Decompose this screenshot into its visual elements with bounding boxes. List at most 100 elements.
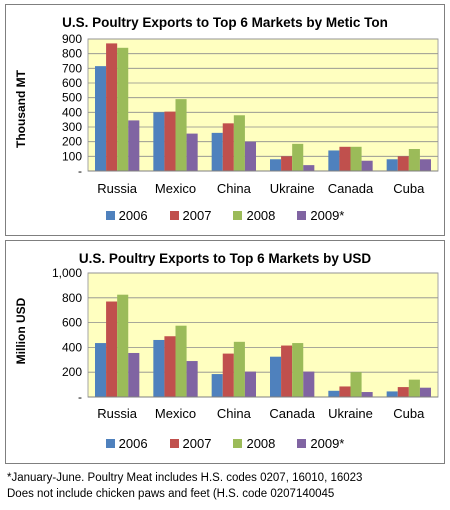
y-tick-label: 400 <box>62 105 82 119</box>
footnote-line-2: Does not include chicken paws and feet (… <box>7 488 335 500</box>
bar-canada-2008 <box>350 146 362 171</box>
legend-item: 2009* <box>297 436 344 451</box>
legend-swatch <box>233 211 243 220</box>
bar-china-2009 <box>244 371 256 397</box>
x-category-label: China <box>217 406 252 421</box>
y-tick-label: 200 <box>62 135 82 149</box>
legend-item: 2006 <box>105 208 148 223</box>
footnote-line-1: *January-June. Poultry Meat includes H.S… <box>7 472 363 484</box>
chart-title: U.S. Poultry Exports to Top 6 Markets by… <box>62 15 388 30</box>
bar-china-2009 <box>244 141 256 171</box>
bar-mexico-2006 <box>153 339 165 397</box>
bar-canada-2009 <box>361 160 373 171</box>
bar-mexico-2007 <box>164 111 176 171</box>
y-tick-label: 500 <box>62 91 82 105</box>
bar-ukraine-2009 <box>303 165 315 171</box>
bar-ukraine-2006 <box>328 390 340 397</box>
bar-cuba-2008 <box>408 149 420 171</box>
legend-swatch <box>233 439 243 448</box>
legend-item: 2008 <box>233 436 275 451</box>
x-category-label: Mexico <box>155 181 196 196</box>
legend-label: 2009* <box>310 436 345 451</box>
bar-china-2008 <box>233 115 245 171</box>
x-category-label: Cuba <box>393 181 425 196</box>
legend: 2006 2007 2008 2009* <box>6 208 444 223</box>
legend-swatch <box>297 211 307 220</box>
bar-mexico-2008 <box>175 99 187 171</box>
bar-russia-2006 <box>95 343 107 397</box>
legend-swatch <box>169 439 179 448</box>
chart-panel-metric-tons: U.S. Poultry Exports to Top 6 Markets by… <box>5 4 445 236</box>
bar-china-2007 <box>222 353 234 397</box>
legend-item: 2008 <box>233 208 275 223</box>
bar-canada-2009 <box>303 371 315 397</box>
bar-cuba-2009 <box>419 387 431 397</box>
legend-swatch <box>169 211 179 220</box>
bar-mexico-2008 <box>175 325 187 397</box>
bar-russia-2007 <box>106 301 118 397</box>
legend-label: 2009* <box>310 208 345 223</box>
legend-label: 2008 <box>246 436 276 451</box>
x-category-label: China <box>217 181 252 196</box>
bar-cuba-2009 <box>419 159 431 171</box>
bar-mexico-2006 <box>153 112 165 171</box>
bar-cuba-2006 <box>386 159 398 171</box>
bar-canada-2008 <box>292 343 304 397</box>
legend-item: 2007 <box>169 436 212 451</box>
x-category-label: Mexico <box>155 406 196 421</box>
bar-russia-2008 <box>117 294 129 397</box>
bar-russia-2009 <box>128 120 140 171</box>
chart-title: U.S. Poultry Exports to Top 6 Markets by… <box>78 251 372 266</box>
bar-china-2006 <box>211 374 223 397</box>
bar-ukraine-2008 <box>350 372 362 397</box>
bar-chart-usd: - 200 400 600 800 1,000 Russia Mexico China Canad… <box>52 266 439 421</box>
legend-swatch <box>105 439 115 448</box>
bar-canada-2007 <box>281 345 293 397</box>
chart-panel-usd: U.S. Poultry Exports to Top 6 Markets by… <box>5 240 445 464</box>
y-tick-label: 300 <box>62 120 82 134</box>
y-tick-label: - <box>78 390 82 404</box>
legend-swatch <box>297 439 307 448</box>
legend-item: 2009* <box>297 208 344 223</box>
bar-mexico-2009 <box>186 361 198 397</box>
bar-cuba-2008 <box>408 379 420 397</box>
y-tick-label: 600 <box>62 316 82 330</box>
plot-area <box>87 38 439 172</box>
bar-cuba-2007 <box>397 387 409 397</box>
legend-swatch <box>105 211 115 220</box>
bar-cuba-2007 <box>397 156 409 171</box>
x-category-label: Russia <box>97 181 138 196</box>
y-tick-label: 800 <box>62 47 82 61</box>
y-tick-label: 700 <box>62 61 82 75</box>
bar-russia-2007 <box>106 43 118 171</box>
bar-canada-2006 <box>328 150 340 171</box>
bar-russia-2006 <box>95 66 107 171</box>
y-tick-label: 900 <box>62 32 82 46</box>
bar-ukraine-2006 <box>270 159 282 171</box>
legend-item: 2007 <box>169 208 211 223</box>
y-tick-label: 600 <box>62 76 82 90</box>
bar-russia-2008 <box>117 47 129 171</box>
y-tick-label: 800 <box>62 291 82 305</box>
legend-label: 2006 <box>118 436 148 451</box>
bar-ukraine-2007 <box>339 386 351 397</box>
x-category-label: Canada <box>328 181 374 196</box>
y-tick-label: 100 <box>62 149 82 163</box>
x-category-label: Ukraine <box>270 181 315 196</box>
legend-label: 2006 <box>118 208 148 223</box>
footnote: *January-June. Poultry Meat includes H.S… <box>7 470 362 502</box>
bar-mexico-2007 <box>164 336 176 397</box>
y-tick-label: - <box>78 164 82 178</box>
legend-item: 2006 <box>105 436 148 451</box>
legend-label: 2008 <box>246 208 276 223</box>
bar-china-2006 <box>211 132 223 171</box>
legend: 2006 2007 2008 2009* <box>6 436 444 451</box>
legend-label: 2007 <box>182 436 212 451</box>
bar-ukraine-2007 <box>281 156 293 171</box>
y-tick-label: 400 <box>62 340 82 354</box>
x-category-label: Russia <box>97 406 138 421</box>
bar-china-2008 <box>233 341 245 397</box>
bar-canada-2006 <box>270 356 282 397</box>
bar-ukraine-2009 <box>361 392 373 397</box>
